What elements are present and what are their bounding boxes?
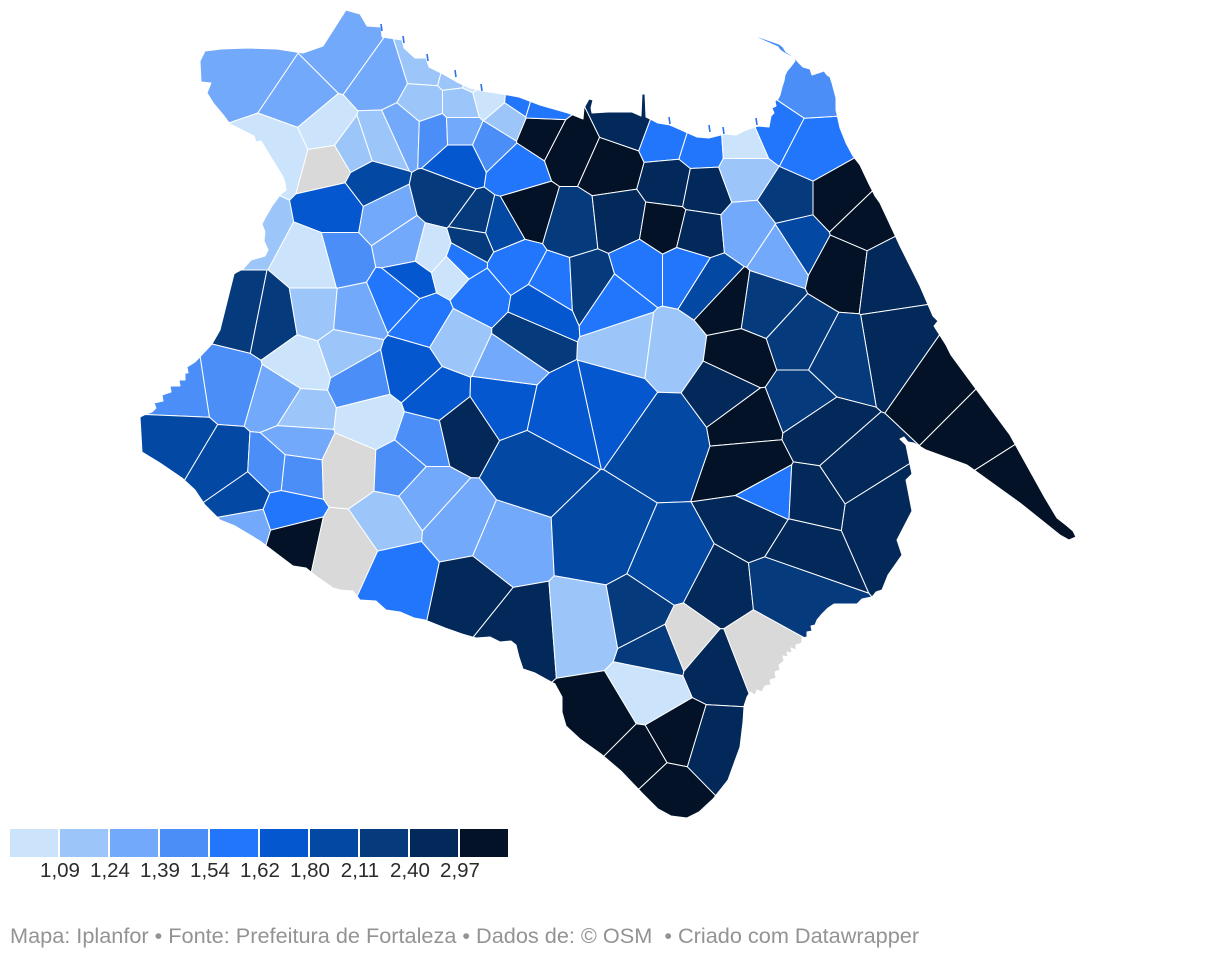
svg-text:1,80: 1,80 xyxy=(290,859,330,882)
svg-text:1,24: 1,24 xyxy=(90,859,130,882)
svg-text:2,40: 2,40 xyxy=(390,859,430,882)
svg-text:Mapa: Iplanfor • Fonte: Prefei: Mapa: Iplanfor • Fonte: Prefeitura de Fo… xyxy=(10,923,919,948)
svg-text:1,62: 1,62 xyxy=(240,859,280,882)
svg-text:1,54: 1,54 xyxy=(190,859,230,882)
svg-text:2,97: 2,97 xyxy=(440,859,480,882)
svg-text:1,09: 1,09 xyxy=(40,859,80,882)
svg-text:1,39: 1,39 xyxy=(140,859,180,882)
svg-text:2,11: 2,11 xyxy=(341,859,379,882)
